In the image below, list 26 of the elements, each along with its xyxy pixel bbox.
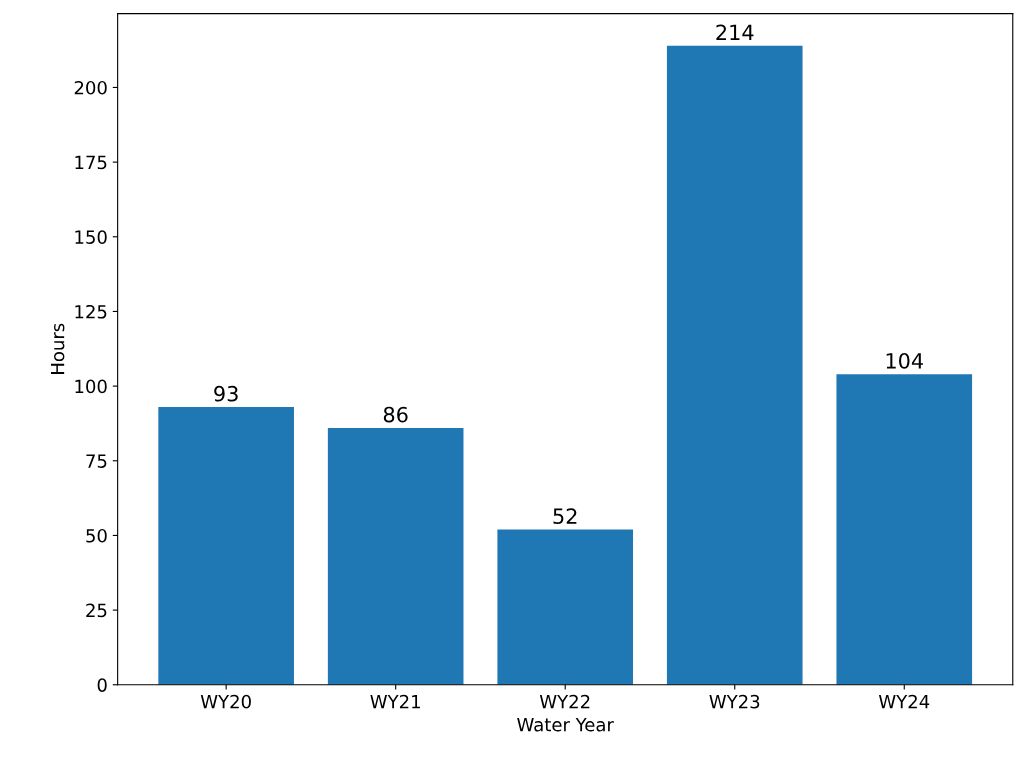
x-tick-label: WY24 (878, 694, 930, 709)
y-tick-label: 50 (86, 528, 107, 543)
bar (327, 427, 464, 685)
y-tick-label: 150 (75, 230, 107, 244)
y-tick-label: 0 (97, 678, 107, 692)
data-label: 214 (716, 24, 754, 40)
bar (666, 45, 803, 685)
x-tick-label: WY22 (539, 694, 590, 709)
data-label: 86 (383, 406, 408, 423)
x-tick-label: WY21 (370, 694, 420, 709)
x-tick-label: WY20 (200, 694, 251, 709)
x-axis-title: Water Year (517, 718, 614, 732)
data-label: 104 (886, 352, 923, 369)
y-tick-label: 100 (75, 379, 107, 394)
y-tick-label: 200 (74, 80, 107, 95)
data-label: 93 (214, 385, 238, 402)
data-label: 52 (553, 508, 577, 525)
y-tick-label: 75 (86, 454, 107, 468)
bar (497, 529, 634, 685)
bar (158, 407, 294, 685)
y-tick-label: 25 (86, 603, 107, 618)
y-tick-label: 175 (75, 155, 107, 170)
bar (836, 374, 973, 685)
y-tick-label: 125 (75, 304, 107, 319)
y-axis-title: Hours (50, 323, 65, 374)
x-tick-label: WY23 (709, 694, 760, 709)
